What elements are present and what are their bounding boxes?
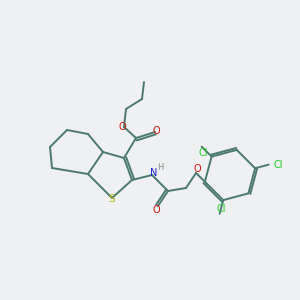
- Text: O: O: [193, 164, 201, 174]
- Text: Cl: Cl: [274, 160, 284, 170]
- Text: Cl: Cl: [217, 204, 226, 214]
- Text: Cl: Cl: [199, 148, 208, 158]
- Text: N: N: [150, 168, 158, 178]
- Text: S: S: [109, 194, 115, 204]
- Text: O: O: [152, 126, 160, 136]
- Text: H: H: [157, 164, 163, 172]
- Text: O: O: [118, 122, 126, 132]
- Text: O: O: [152, 205, 160, 215]
